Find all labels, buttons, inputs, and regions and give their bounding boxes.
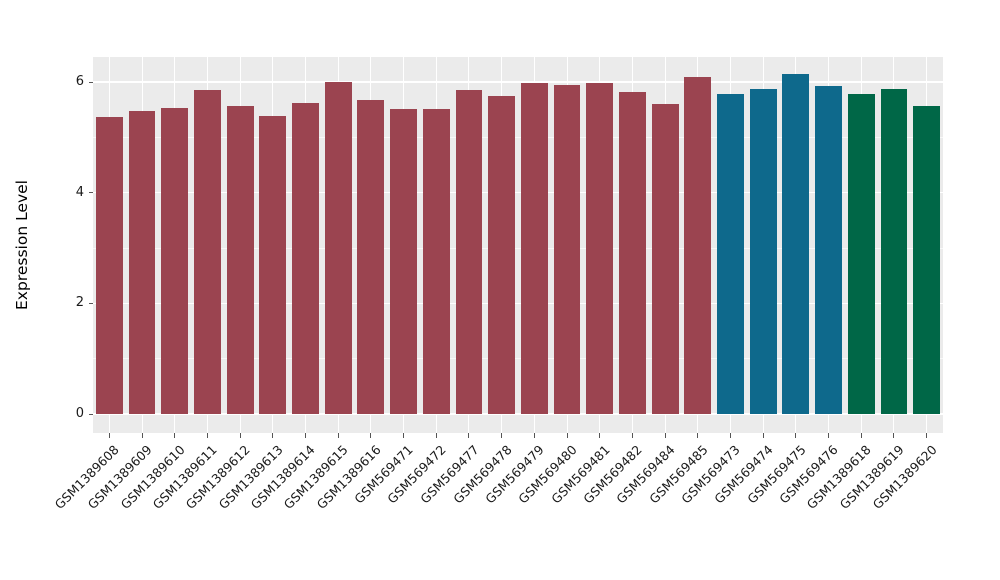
x-tick-mark	[893, 433, 895, 438]
x-tick-mark	[730, 433, 731, 438]
x-tick-mark	[697, 433, 699, 438]
plot-panel	[93, 57, 943, 433]
x-tick-mark	[828, 433, 830, 438]
x-tick-mark	[501, 433, 503, 438]
x-tick-mark	[566, 433, 568, 438]
gridline-h-major	[93, 413, 943, 415]
y-tick-label-6: 6	[75, 74, 84, 89]
bar-GSM1389620	[913, 105, 941, 414]
bar-GSM1389616	[357, 100, 385, 414]
gridline-h-major	[93, 81, 943, 83]
y-tick-label-0: 0	[75, 406, 84, 421]
gridline-h-major	[93, 191, 943, 194]
x-tick-mark	[631, 433, 633, 438]
bar-GSM1389619	[880, 89, 908, 414]
bar-GSM569473	[717, 94, 744, 414]
gridline-h-minor	[93, 136, 943, 138]
x-tick-mark	[403, 433, 405, 438]
bar-GSM1389608	[95, 117, 123, 414]
bar-GSM1389609	[128, 111, 156, 414]
bar-GSM569475	[782, 74, 810, 414]
bar-GSM1389611	[194, 89, 221, 414]
bar-GSM569484	[651, 103, 679, 414]
gridline-h-minor	[93, 247, 943, 249]
x-tick-mark	[174, 433, 176, 438]
bar-GSM569481	[586, 82, 614, 414]
x-tick-mark	[926, 433, 928, 438]
bar-GSM569482	[619, 91, 646, 414]
bar-GSM569474	[749, 88, 777, 414]
y-tick-mark	[89, 302, 93, 304]
y-tick-label-2: 2	[75, 295, 84, 311]
bar-GSM1389618	[847, 94, 875, 414]
bar-GSM569477	[455, 89, 483, 414]
bar-GSM1389613	[259, 115, 287, 414]
x-tick-mark	[272, 433, 274, 438]
x-tick-mark	[664, 433, 666, 438]
y-tick-mark	[89, 81, 93, 83]
bar-GSM569472	[422, 108, 450, 414]
gridline-h-minor	[93, 358, 943, 360]
x-tick-mark	[599, 433, 601, 438]
y-tick-mark	[89, 413, 93, 415]
x-tick-mark	[795, 433, 797, 438]
bar-GSM1389615	[324, 82, 352, 414]
gridline-h-major	[93, 302, 943, 305]
bar-GSM1389610	[161, 108, 189, 414]
x-tick-mark	[206, 433, 208, 438]
x-tick-mark	[370, 433, 372, 438]
x-tick-mark	[762, 433, 764, 438]
x-tick-mark	[860, 433, 862, 438]
bar-GSM1389612	[226, 105, 254, 414]
x-tick-mark	[435, 433, 437, 438]
x-tick-mark	[337, 433, 339, 438]
bar-GSM569476	[815, 86, 842, 414]
bar-GSM569480	[553, 85, 581, 414]
bar-GSM569485	[684, 77, 712, 414]
y-tick-mark	[89, 192, 93, 194]
x-tick-mark	[305, 433, 306, 438]
bar-GSM569471	[390, 108, 417, 414]
x-tick-mark	[239, 433, 241, 438]
bar-GSM569478	[488, 95, 516, 414]
x-tick-mark	[533, 433, 535, 438]
x-tick-mark	[141, 433, 143, 438]
bar-GSM569479	[520, 83, 548, 414]
x-tick-mark	[108, 433, 110, 438]
x-tick-mark	[468, 433, 470, 438]
y-tick-label-4: 4	[75, 184, 84, 200]
bar-GSM1389614	[292, 103, 319, 414]
